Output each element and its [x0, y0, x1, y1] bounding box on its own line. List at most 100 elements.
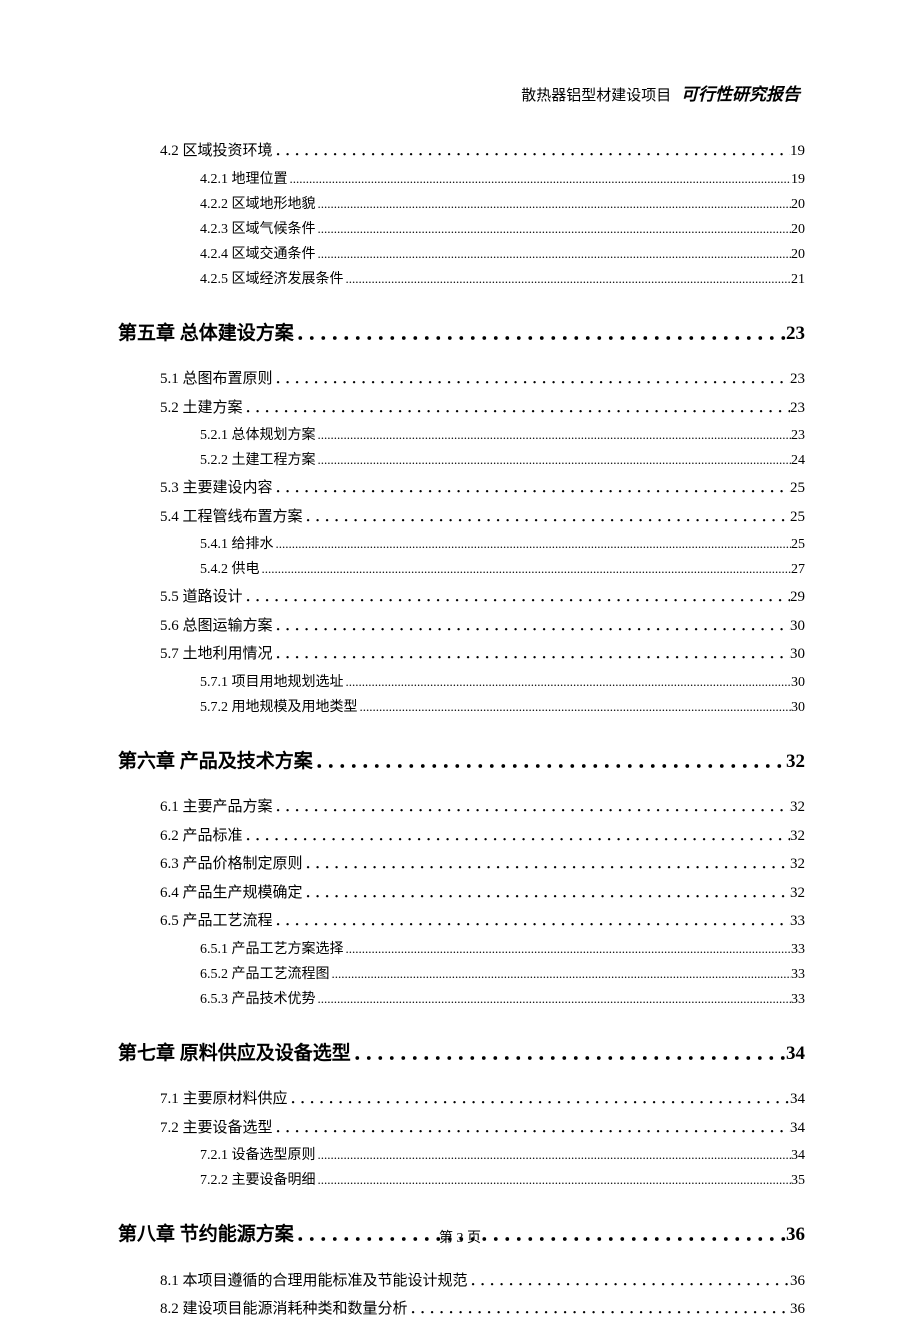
toc-entry: 第六章 产品及技术方案．．．．．．．．．．．．．．．．．．．．．．．．．．．．．… — [115, 748, 805, 777]
toc-page-number: 32 — [790, 882, 805, 905]
toc-label: 5.5 道路设计 — [160, 586, 243, 609]
toc-leader-dots: ........................................… — [358, 697, 792, 717]
toc-entry: 6.5.1 产品工艺方案选择..........................… — [115, 939, 805, 960]
toc-label: 5.1 总图布置原则 — [160, 368, 273, 391]
toc-entry: 5.1 总图布置原则．．．．．．．．．．．．．．．．．．．．．．．．．．．．．．… — [115, 368, 805, 391]
toc-page-number: 32 — [790, 825, 805, 848]
toc-leader-dots: ．．．．．．．．．．．．．．．．．．．．．．．．．．．．．．．．．．．．．．．．… — [303, 853, 790, 876]
toc-label: 6.1 主要产品方案 — [160, 796, 273, 819]
toc-entry: 5.7.2 用地规模及用地类型.........................… — [115, 697, 805, 718]
header-project-name: 散热器铝型材建设项目 — [521, 88, 671, 104]
toc-page-number: 19 — [791, 169, 805, 190]
toc-entry: 7.2 主要设备选型．．．．．．．．．．．．．．．．．．．．．．．．．．．．．．… — [115, 1117, 805, 1140]
toc-leader-dots: ．．．．．．．．．．．．．．．．．．．．．．．．．．．．．．．．．．．．．．．．… — [273, 910, 790, 933]
toc-label: 5.3 主要建设内容 — [160, 477, 273, 500]
toc-label: 5.2 土建方案 — [160, 397, 243, 420]
toc-leader-dots: ．．．．．．．．．．．．．．．．．．．．．．．．．．．．．．．．．．．．．．．．… — [273, 643, 790, 666]
toc-page-number: 30 — [790, 643, 805, 666]
toc-leader-dots: ........................................… — [330, 964, 792, 984]
toc-leader-dots: ........................................… — [316, 219, 792, 239]
toc-page-number: 36 — [790, 1270, 805, 1293]
toc-leader-dots: ．．．．．．．．．．．．．．．．．．．．．．．．．．．．．．．．．．．．．．．．… — [288, 1088, 790, 1111]
toc-page-number: 30 — [791, 697, 805, 718]
toc-label: 6.3 产品价格制定原则 — [160, 853, 303, 876]
toc-page-number: 34 — [790, 1117, 805, 1140]
toc-leader-dots: ........................................… — [316, 1145, 792, 1165]
toc-leader-dots: ．．．．．．．．．．．．．．．．．．．．．．．．．．．．．．．．．．．．．．．．… — [243, 586, 790, 609]
toc-label: 4.2.4 区域交通条件 — [200, 244, 316, 265]
toc-page-number: 23 — [790, 397, 805, 420]
toc-entry: 6.3 产品价格制定原则．．．．．．．．．．．．．．．．．．．．．．．．．．．．… — [115, 853, 805, 876]
toc-entry: 6.5 产品工艺流程．．．．．．．．．．．．．．．．．．．．．．．．．．．．．．… — [115, 910, 805, 933]
toc-leader-dots: ．．．．．．．．．．．．．．．．．．．．．．．．．．．．．．．．．．．．．．．．… — [243, 825, 790, 848]
toc-page-number: 33 — [791, 989, 805, 1010]
toc-leader-dots: ．．．．．．．．．．．．．．．．．．．．．．．．．．．．．．．．．．．．．．．．… — [313, 748, 786, 777]
toc-page-number: 25 — [791, 534, 805, 555]
toc-label: 6.5 产品工艺流程 — [160, 910, 273, 933]
toc-entry: 6.5.2 产品工艺流程图...........................… — [115, 964, 805, 985]
toc-label: 5.4.2 供电 — [200, 559, 260, 580]
toc-page-number: 30 — [791, 672, 805, 693]
page-number: 第 3 页 — [439, 1231, 481, 1246]
toc-page-number: 27 — [791, 559, 805, 580]
toc-label: 8.1 本项目遵循的合理用能标准及节能设计规范 — [160, 1270, 468, 1293]
toc-page-number: 35 — [791, 1170, 805, 1191]
toc-label: 5.2.2 土建工程方案 — [200, 450, 316, 471]
toc-label: 5.6 总图运输方案 — [160, 615, 273, 638]
toc-page-number: 21 — [791, 269, 805, 290]
toc-leader-dots: ．．．．．．．．．．．．．．．．．．．．．．．．．．．．．．．．．．．．．．．．… — [273, 140, 790, 163]
toc-page-number: 32 — [786, 748, 805, 777]
toc-leader-dots: ．．．．．．．．．．．．．．．．．．．．．．．．．．．．．．．．．．．．．．．．… — [351, 1040, 786, 1069]
toc-leader-dots: ．．．．．．．．．．．．．．．．．．．．．．．．．．．．．．．．．．．．．．．．… — [468, 1270, 790, 1293]
toc-entry: 4.2.2 区域地形地貌............................… — [115, 194, 805, 215]
toc-leader-dots: ........................................… — [288, 169, 792, 189]
page-header: 散热器铝型材建设项目 可行性研究报告 — [115, 80, 805, 105]
toc-entry: 6.5.3 产品技术优势............................… — [115, 989, 805, 1010]
toc-leader-dots: ．．．．．．．．．．．．．．．．．．．．．．．．．．．．．．．．．．．．．．．．… — [273, 796, 790, 819]
toc-label: 7.2.2 主要设备明细 — [200, 1170, 316, 1191]
toc-leader-dots: ........................................… — [316, 450, 792, 470]
toc-entry: 7.1 主要原材料供应．．．．．．．．．．．．．．．．．．．．．．．．．．．．．… — [115, 1088, 805, 1111]
page-footer: 第 3 页 — [0, 1227, 920, 1247]
toc-label: 7.2 主要设备选型 — [160, 1117, 273, 1140]
toc-leader-dots: ．．．．．．．．．．．．．．．．．．．．．．．．．．．．．．．．．．．．．．．．… — [408, 1298, 790, 1321]
toc-label: 第七章 原料供应及设备选型 — [118, 1040, 351, 1069]
toc-entry: 4.2.1 地理位置..............................… — [115, 169, 805, 190]
toc-entry: 5.7.1 项目用地规划选址..........................… — [115, 672, 805, 693]
toc-leader-dots: ........................................… — [316, 194, 792, 214]
toc-label: 4.2.5 区域经济发展条件 — [200, 269, 344, 290]
toc-entry: 5.2.2 土建工程方案............................… — [115, 450, 805, 471]
toc-entry: 6.4 产品生产规模确定．．．．．．．．．．．．．．．．．．．．．．．．．．．．… — [115, 882, 805, 905]
toc-leader-dots: ........................................… — [316, 244, 792, 264]
toc-page-number: 33 — [791, 964, 805, 985]
toc-page-number: 33 — [790, 910, 805, 933]
toc-entry: 4.2 区域投资环境．．．．．．．．．．．．．．．．．．．．．．．．．．．．．．… — [115, 140, 805, 163]
toc-leader-dots: ........................................… — [344, 269, 792, 289]
toc-page-number: 25 — [790, 477, 805, 500]
toc-label: 第五章 总体建设方案 — [118, 320, 294, 349]
toc-leader-dots: ．．．．．．．．．．．．．．．．．．．．．．．．．．．．．．．．．．．．．．．．… — [243, 397, 790, 420]
toc-entry: 5.6 总图运输方案．．．．．．．．．．．．．．．．．．．．．．．．．．．．．．… — [115, 615, 805, 638]
toc-leader-dots: ........................................… — [316, 1170, 792, 1190]
toc-page-number: 19 — [790, 140, 805, 163]
toc-page-number: 34 — [791, 1145, 805, 1166]
toc-label: 5.4 工程管线布置方案 — [160, 506, 303, 529]
toc-entry: 5.4.2 供电................................… — [115, 559, 805, 580]
toc-leader-dots: ．．．．．．．．．．．．．．．．．．．．．．．．．．．．．．．．．．．．．．．．… — [303, 506, 790, 529]
toc-label: 5.7.2 用地规模及用地类型 — [200, 697, 358, 718]
toc-label: 8.2 建设项目能源消耗种类和数量分析 — [160, 1298, 408, 1321]
toc-label: 6.2 产品标准 — [160, 825, 243, 848]
toc-entry: 5.5 道路设计．．．．．．．．．．．．．．．．．．．．．．．．．．．．．．．．… — [115, 586, 805, 609]
toc-label: 4.2.3 区域气候条件 — [200, 219, 316, 240]
toc-entry: 8.1 本项目遵循的合理用能标准及节能设计规范．．．．．．．．．．．．．．．．．… — [115, 1270, 805, 1293]
toc-leader-dots: ........................................… — [316, 425, 792, 445]
toc-entry: 6.1 主要产品方案．．．．．．．．．．．．．．．．．．．．．．．．．．．．．．… — [115, 796, 805, 819]
toc-label: 第六章 产品及技术方案 — [118, 748, 313, 777]
toc-leader-dots: ．．．．．．．．．．．．．．．．．．．．．．．．．．．．．．．．．．．．．．．．… — [273, 477, 790, 500]
toc-page-number: 23 — [790, 368, 805, 391]
toc-leader-dots: ．．．．．．．．．．．．．．．．．．．．．．．．．．．．．．．．．．．．．．．．… — [273, 1117, 790, 1140]
toc-label: 6.5.1 产品工艺方案选择 — [200, 939, 344, 960]
toc-label: 6.5.3 产品技术优势 — [200, 989, 316, 1010]
toc-entry: 5.3 主要建设内容．．．．．．．．．．．．．．．．．．．．．．．．．．．．．．… — [115, 477, 805, 500]
toc-label: 5.4.1 给排水 — [200, 534, 274, 555]
